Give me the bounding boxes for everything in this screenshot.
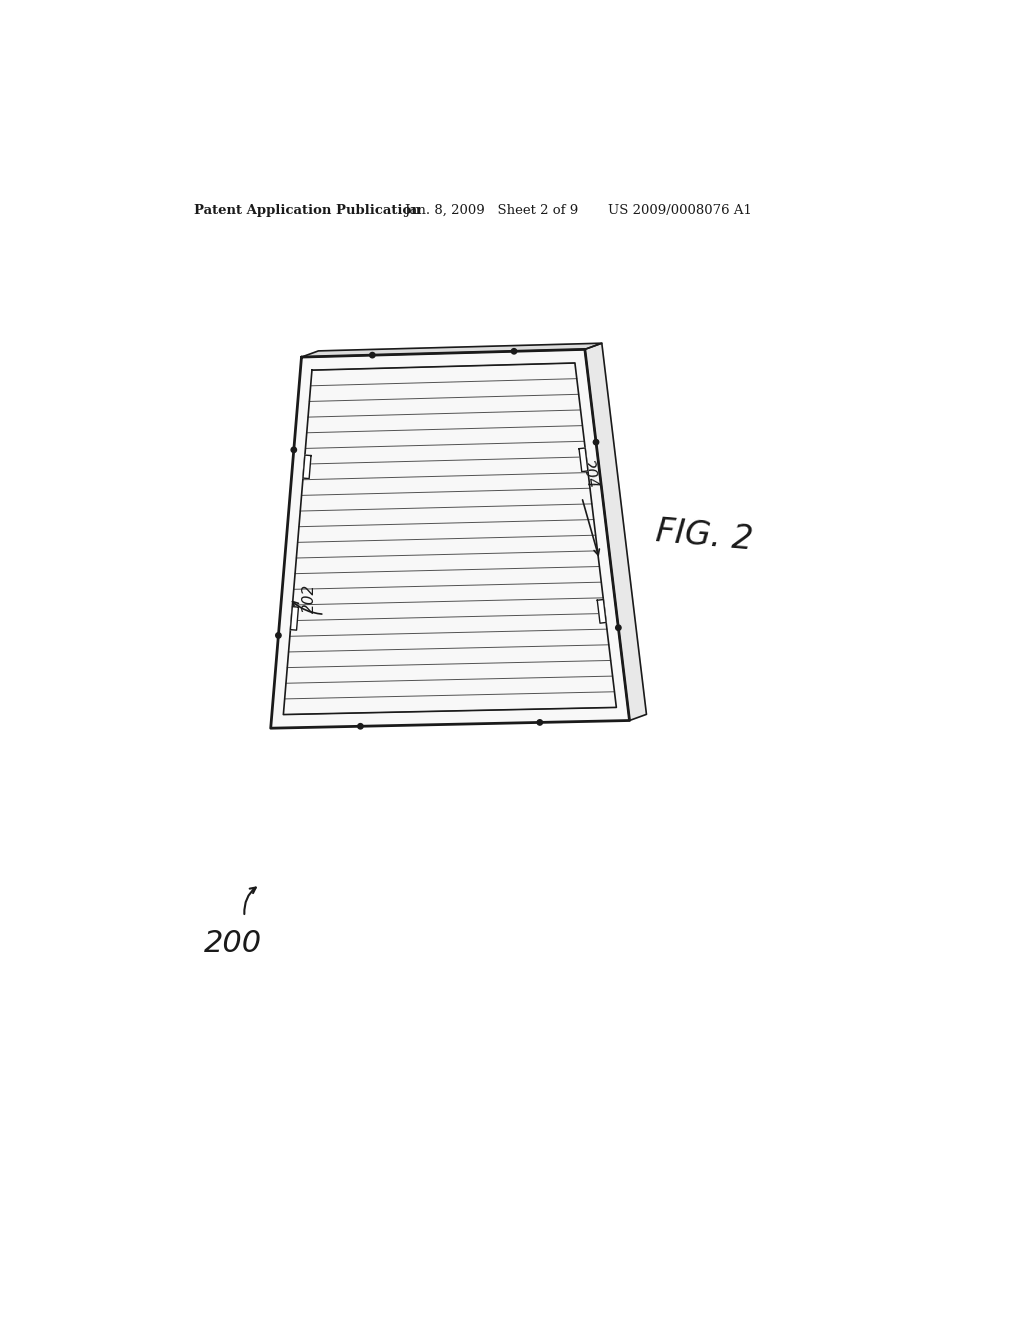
Polygon shape [597, 599, 606, 623]
Polygon shape [301, 343, 602, 358]
Circle shape [593, 440, 599, 445]
Circle shape [370, 352, 375, 358]
Circle shape [538, 719, 543, 725]
Circle shape [615, 626, 621, 631]
Text: 200: 200 [204, 929, 262, 958]
Polygon shape [303, 455, 311, 479]
Text: 204: 204 [580, 458, 599, 490]
Text: FIG. 2: FIG. 2 [654, 515, 754, 557]
Polygon shape [284, 363, 616, 714]
Circle shape [511, 348, 517, 354]
Polygon shape [270, 350, 630, 729]
Text: US 2009/0008076 A1: US 2009/0008076 A1 [608, 205, 752, 218]
Circle shape [275, 632, 282, 638]
Text: Jan. 8, 2009   Sheet 2 of 9: Jan. 8, 2009 Sheet 2 of 9 [403, 205, 579, 218]
Polygon shape [585, 343, 646, 721]
Polygon shape [579, 447, 588, 471]
Text: Patent Application Publication: Patent Application Publication [194, 205, 421, 218]
Circle shape [291, 447, 297, 453]
Text: 202: 202 [302, 585, 316, 614]
Polygon shape [291, 607, 298, 630]
Circle shape [357, 723, 364, 729]
